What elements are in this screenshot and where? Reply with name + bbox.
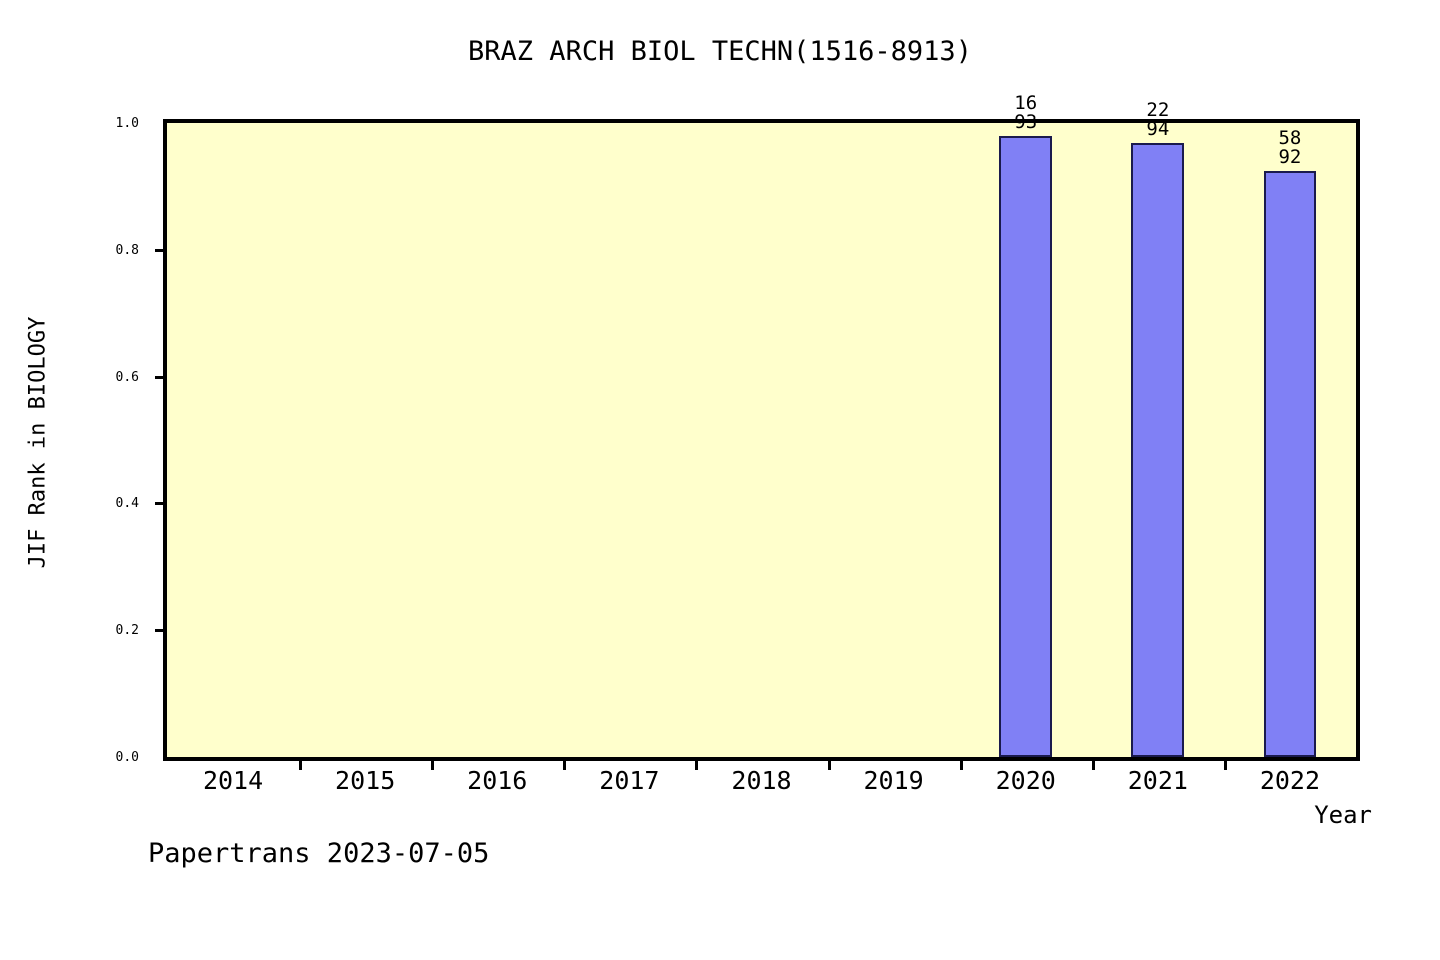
x-tick-label-2017: 2017 — [599, 766, 660, 795]
bar-2022 — [1263, 171, 1317, 757]
bar-label-denominator: 93 — [1014, 110, 1038, 133]
x-tick-label-2014: 2014 — [202, 766, 264, 795]
x-tick-mark — [827, 758, 831, 770]
x-tick-mark — [563, 758, 567, 770]
y-tick-mark — [155, 248, 167, 252]
y-tick-label-0.8: 0.8 — [115, 242, 139, 258]
x-tick-label-2018: 2018 — [731, 766, 792, 795]
y-tick-mark — [155, 375, 167, 379]
bar-label-numerator: 58 — [1278, 127, 1302, 150]
plot-area — [163, 119, 1360, 761]
x-tick-mark — [695, 758, 699, 770]
x-tick-mark — [1091, 758, 1095, 770]
x-tick-label-2021: 2021 — [1127, 766, 1188, 795]
y-tick-label-0.2: 0.2 — [115, 623, 139, 639]
x-tick-mark — [299, 758, 303, 770]
y-tick-label-0.4: 0.4 — [115, 496, 139, 512]
y-axis-title: JIF Rank in BIOLOGY — [25, 316, 51, 569]
bar-2020 — [999, 135, 1053, 757]
x-axis-title: Year — [1314, 801, 1372, 829]
chart-title: BRAZ ARCH BIOL TECHN(1516-8913) — [468, 36, 972, 67]
x-tick-mark — [431, 758, 435, 770]
bar-label-numerator: 22 — [1146, 99, 1170, 122]
bar-label-2022: 58 92 — [1250, 129, 1330, 167]
plot-inner — [167, 123, 1356, 757]
y-tick-label-0.0: 0.0 — [115, 750, 139, 765]
bar-2021 — [1131, 143, 1185, 757]
x-tick-label-2019: 2019 — [863, 766, 924, 795]
y-tick-mark — [155, 502, 167, 506]
bar-label-numerator: 16 — [1014, 91, 1038, 114]
bar-label-2021: 22 94 — [1118, 101, 1198, 139]
bar-label-denominator: 94 — [1146, 118, 1170, 141]
x-tick-label-2020: 2020 — [995, 766, 1056, 795]
footer-note: Papertrans 2023-07-05 — [148, 838, 490, 869]
bar-label-denominator: 92 — [1278, 146, 1302, 169]
y-axis-ticks: 0.0 0.2 0.4 0.6 0.8 1.0 — [95, 116, 167, 765]
x-tick-label-2015: 2015 — [335, 766, 396, 795]
x-tick-label-2016: 2016 — [467, 766, 528, 795]
x-tick-label-2022: 2022 — [1259, 766, 1321, 795]
y-tick-label-0.6: 0.6 — [115, 369, 139, 385]
x-tick-mark — [959, 758, 963, 770]
x-tick-mark — [1223, 758, 1227, 770]
y-tick-label-1.0: 1.0 — [115, 116, 139, 131]
bar-label-2020: 16 93 — [986, 91, 1066, 133]
y-tick-mark — [155, 629, 167, 633]
